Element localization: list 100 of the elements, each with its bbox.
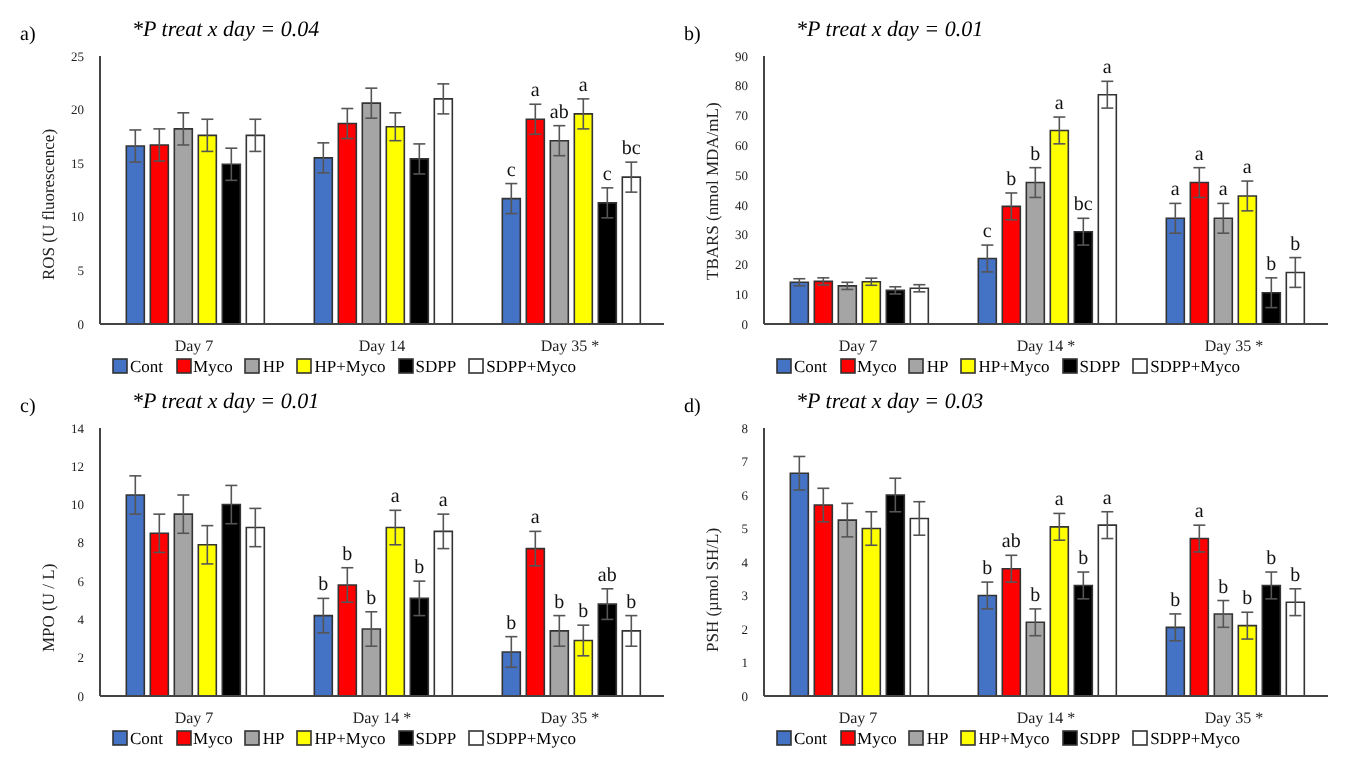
data-label: b xyxy=(1006,168,1017,191)
bar xyxy=(1049,129,1070,324)
bar xyxy=(621,176,642,324)
y-axis-title: TBARS (nmol MDA/mL) xyxy=(702,102,723,280)
bar xyxy=(885,289,906,324)
bar xyxy=(573,639,594,696)
bar xyxy=(1165,217,1186,324)
bar xyxy=(1165,626,1186,696)
bar xyxy=(1285,601,1306,696)
bar xyxy=(361,102,382,324)
data-label: c xyxy=(602,163,613,186)
data-label: b xyxy=(554,591,565,614)
x-tick-label: Day 7 xyxy=(174,337,214,356)
bar xyxy=(597,202,618,324)
bar xyxy=(621,630,642,696)
bar xyxy=(501,197,522,324)
bar xyxy=(1261,584,1282,696)
bar xyxy=(1049,526,1070,696)
legend-label: Myco xyxy=(855,728,897,748)
x-tick-label: Day 7 xyxy=(838,709,878,728)
chart-subtitle: *P treat x day = 0.03 xyxy=(796,390,984,414)
legend-label: HP+Myco xyxy=(312,356,386,376)
data-label: b xyxy=(1290,564,1301,587)
x-tick-label: Day 35 * xyxy=(1204,337,1264,356)
data-label: b xyxy=(1078,548,1089,571)
bar xyxy=(573,113,594,324)
bar xyxy=(245,526,266,696)
legend-label: Myco xyxy=(191,728,233,748)
bar xyxy=(525,547,546,696)
y-axis-title: ROS (U fluorescence) xyxy=(38,128,59,280)
bar xyxy=(549,139,570,324)
data-label: b xyxy=(1030,584,1041,607)
bar xyxy=(313,157,334,324)
bar xyxy=(861,280,882,324)
data-label: b xyxy=(1170,589,1181,612)
data-label: b xyxy=(414,557,425,580)
bar xyxy=(125,494,146,696)
bar xyxy=(861,527,882,696)
bar xyxy=(1025,621,1046,696)
data-label: a xyxy=(1194,143,1205,166)
data-label: ab xyxy=(549,101,569,124)
data-label: a xyxy=(438,490,449,513)
data-label: a xyxy=(1242,157,1253,180)
bar xyxy=(385,125,406,324)
chart-subtitle: *P treat x day = 0.01 xyxy=(132,390,320,414)
legend-label: HP+Myco xyxy=(976,728,1050,748)
bar xyxy=(1001,567,1022,696)
bar xyxy=(433,98,454,324)
data-label: b xyxy=(626,591,637,614)
bar xyxy=(245,134,266,324)
data-label: a xyxy=(1218,179,1229,202)
bar xyxy=(1001,205,1022,324)
legend-label: Cont xyxy=(791,728,828,748)
bar xyxy=(1189,537,1210,696)
x-tick-label: Day 14 xyxy=(358,337,406,356)
data-label: b xyxy=(982,558,993,581)
data-label: a xyxy=(530,507,541,530)
bar xyxy=(1073,230,1094,324)
legend-label: SDPP xyxy=(1077,356,1121,376)
bar xyxy=(197,543,218,696)
legend-label: SDPP xyxy=(1077,728,1121,748)
x-tick-label: Day 14 * xyxy=(1016,709,1076,728)
bar xyxy=(149,532,170,696)
bar xyxy=(789,472,810,696)
bar xyxy=(1073,584,1094,696)
bar xyxy=(433,530,454,696)
bar xyxy=(977,257,998,324)
bar xyxy=(1189,181,1210,324)
data-label: a xyxy=(1194,501,1205,524)
data-label: b xyxy=(1266,253,1277,276)
bar xyxy=(221,503,242,696)
bar xyxy=(597,603,618,696)
bar xyxy=(977,594,998,696)
bar xyxy=(149,144,170,324)
legend-label: SDPP xyxy=(413,728,457,748)
legend-label: HP xyxy=(260,728,285,748)
x-tick-label: Day 35 * xyxy=(1204,709,1264,728)
legend-label: SDPP+Myco xyxy=(1148,728,1241,748)
legend-label: HP xyxy=(924,356,949,376)
data-label: b xyxy=(318,574,329,597)
legend-label: HP+Myco xyxy=(976,356,1050,376)
x-tick-label: Day 7 xyxy=(174,709,214,728)
data-label: a xyxy=(1054,489,1065,512)
data-label: b xyxy=(1290,233,1301,256)
data-label: b xyxy=(366,587,377,610)
legend-label: Myco xyxy=(191,356,233,376)
data-label: a xyxy=(530,80,541,103)
bar xyxy=(813,504,834,696)
chart-title: c) xyxy=(20,396,36,418)
bar xyxy=(909,287,930,324)
data-label: c xyxy=(982,221,993,244)
bar xyxy=(885,494,906,696)
bar xyxy=(1261,291,1282,324)
data-label: bc xyxy=(621,138,642,161)
bar xyxy=(1213,613,1234,696)
x-tick-label: Day 14 * xyxy=(352,709,412,728)
x-tick-label: Day 7 xyxy=(838,337,878,356)
data-label: ab xyxy=(1001,531,1021,554)
bar xyxy=(197,134,218,324)
bar xyxy=(337,584,358,696)
